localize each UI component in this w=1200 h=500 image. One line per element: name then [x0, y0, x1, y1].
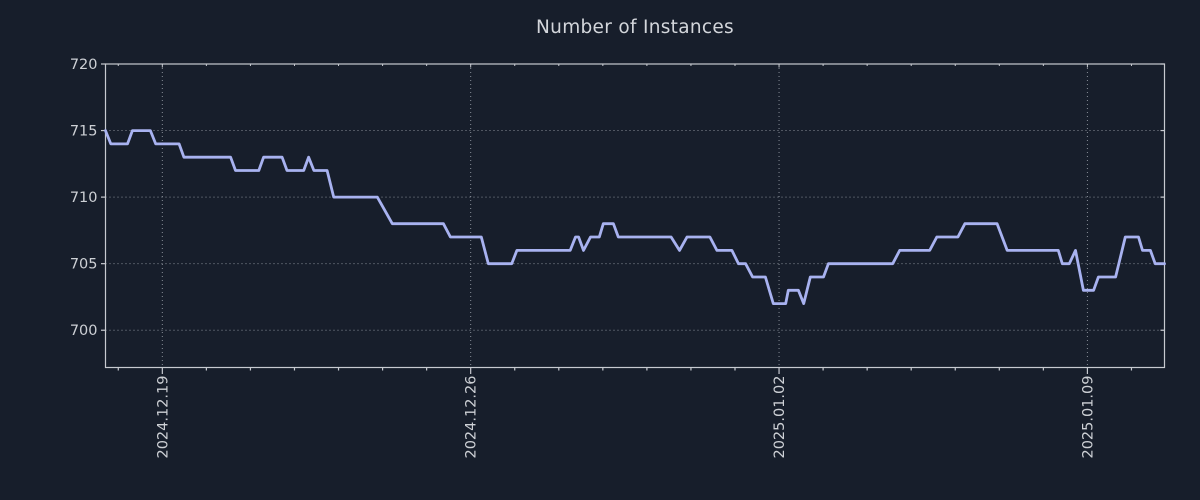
- plot-border: [104, 63, 1166, 369]
- y-tick-label: 715: [70, 124, 98, 140]
- x-tick-label: 2025.01.02: [772, 376, 788, 459]
- y-tick-label: 705: [70, 257, 98, 273]
- y-tick-label: 710: [70, 190, 98, 206]
- x-tick-label: 2025.01.09: [1080, 376, 1096, 459]
- y-tick-label: 720: [70, 57, 98, 73]
- y-tick-label: 700: [70, 323, 98, 339]
- x-tick-label: 2024.12.19: [155, 376, 171, 459]
- chart-title: Number of Instances: [536, 17, 734, 38]
- instances-series-line: [104, 129, 1166, 306]
- x-tick-label: 2024.12.26: [464, 376, 480, 459]
